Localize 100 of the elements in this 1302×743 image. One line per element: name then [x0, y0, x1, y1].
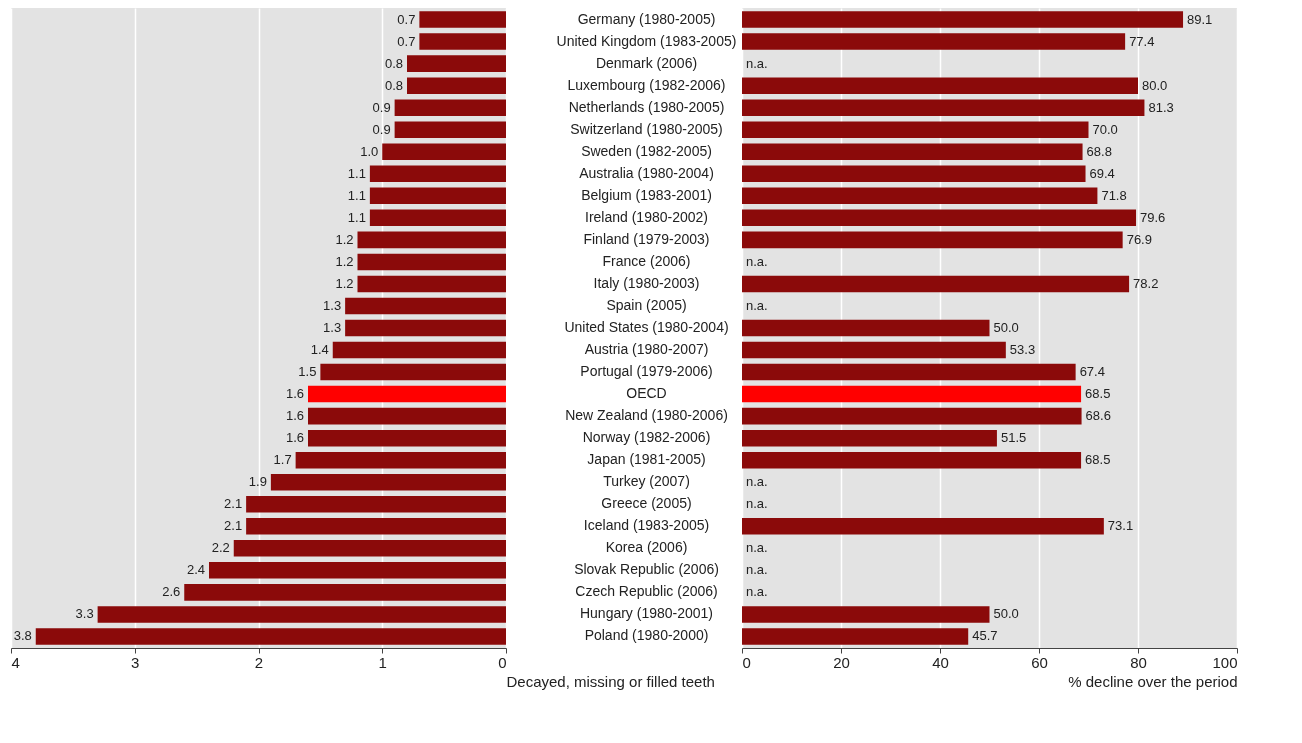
data-label: 1.4 — [310, 342, 329, 358]
y-tick-label: Germany (1980-2005) — [577, 10, 716, 27]
y-tick-label: Korea (2006) — [605, 539, 688, 556]
y-tick-label: Ireland (1980-2002) — [585, 208, 708, 225]
y-tick-label: Belgium (1983-2001) — [581, 186, 712, 203]
y-tick-label: United Kingdom (1983-2005) — [556, 32, 737, 49]
data-label: 1.2 — [335, 231, 354, 247]
bar — [295, 451, 506, 469]
bar — [332, 341, 506, 359]
bar — [357, 253, 506, 271]
bar — [407, 55, 506, 72]
data-label: 45.7 — [972, 628, 998, 644]
bar — [407, 77, 506, 94]
data-label: 50.0 — [993, 606, 1019, 622]
data-label: 79.6 — [1140, 209, 1166, 225]
data-label: 1.1 — [347, 165, 366, 181]
data-label: 78.2 — [1133, 275, 1159, 291]
data-label: 1.5 — [298, 364, 317, 380]
data-label: 71.8 — [1101, 187, 1127, 203]
data-label: 68.6 — [1085, 408, 1111, 424]
data-label: 68.8 — [1086, 143, 1112, 159]
bar — [320, 363, 506, 381]
x-tick-label: 20 — [833, 653, 850, 671]
y-tick-label: Czech Republic (2006) — [575, 583, 718, 600]
bar — [35, 628, 506, 645]
data-label: 1.6 — [285, 408, 304, 424]
data-label: 1.2 — [335, 253, 354, 269]
data-label: 89.1 — [1187, 11, 1213, 27]
y-tick-label: Australia (1980-2004) — [579, 164, 714, 181]
y-tick-label: Denmark (2006) — [595, 54, 698, 71]
x-tick-label: 0 — [742, 653, 751, 671]
bar — [419, 11, 506, 28]
data-label: 0.7 — [397, 11, 416, 27]
x-tick-label: 2 — [254, 653, 264, 671]
data-label: 2.4 — [186, 562, 205, 578]
y-tick-label: Austria (1980-2007) — [584, 341, 709, 358]
x-tick-label: 60 — [1031, 653, 1048, 671]
data-label: 1.3 — [323, 320, 342, 335]
data-label: 81.3 — [1148, 99, 1174, 115]
bar — [246, 495, 506, 513]
x-axis-title: Decayed, missing or filled teeth — [506, 672, 715, 690]
bar — [394, 99, 506, 116]
x-tick-label: 100 — [1212, 653, 1238, 671]
data-label: 69.4 — [1089, 165, 1115, 181]
x-tick-label: 40 — [932, 653, 949, 671]
bar — [369, 165, 506, 183]
data-label: 0.9 — [372, 99, 391, 115]
bar — [357, 231, 506, 249]
data-label: 76.9 — [1126, 231, 1152, 247]
y-tick-label: Switzerland (1980-2005) — [570, 120, 723, 137]
y-tick-label: Luxembourg (1982-2006) — [567, 76, 726, 93]
bar — [382, 143, 506, 161]
bar — [394, 121, 506, 138]
y-tick-label: United States (1980-2004) — [564, 319, 729, 335]
y-tick-label: Italy (1980-2003) — [593, 274, 700, 291]
y-tick-label: France (2006) — [602, 252, 691, 269]
text: n.a. — [746, 55, 768, 71]
data-label: 77.4 — [1129, 33, 1155, 49]
y-tick-label: Poland (1980-2000) — [584, 627, 709, 644]
data-label: 51.5 — [1000, 430, 1027, 446]
data-label: 1.7 — [273, 452, 292, 468]
bar — [233, 540, 506, 557]
bar — [308, 429, 506, 447]
data-label: 1.6 — [285, 430, 304, 446]
data-label: 68.5 — [1085, 386, 1111, 402]
y-tick-label: Iceland (1983-2005) — [583, 517, 710, 534]
data-label: 80.0 — [1142, 77, 1168, 93]
bar — [369, 209, 506, 227]
data-label: 0.8 — [384, 77, 403, 93]
y-tick-label: Hungary (1980-2001) — [579, 605, 714, 622]
data-label: 1.3 — [323, 297, 342, 313]
bar — [419, 33, 506, 50]
y-tick-label: Japan (1981-2005) — [587, 451, 706, 468]
data-label: 1.1 — [347, 187, 366, 203]
y-tick-label: Portugal (1979-2006) — [580, 363, 713, 380]
text: n.a. — [746, 253, 768, 269]
y-tick-label: Finland (1979-2003) — [583, 230, 710, 247]
data-label: 1.9 — [248, 474, 267, 490]
data-label: 3.8 — [13, 628, 32, 644]
x-tick-label: 3 — [131, 653, 140, 671]
bar — [246, 518, 506, 535]
data-label: 2.2 — [211, 540, 230, 556]
bar — [308, 385, 506, 403]
y-tick-label: Norway (1982-2006) — [582, 429, 711, 446]
y-tick-label: Turkey (2007) — [603, 473, 690, 490]
data-label: 1.2 — [335, 275, 354, 291]
y-tick-label: New Zealand (1980-2006) — [565, 407, 728, 424]
y-tick-label: OECD — [626, 385, 667, 402]
data-label: 0.9 — [372, 121, 391, 137]
bar — [270, 473, 506, 491]
text: n.a. — [746, 540, 768, 556]
data-label: 2.1 — [224, 518, 243, 534]
data-label: 0.8 — [384, 55, 403, 71]
text: n.a. — [746, 584, 768, 600]
data-label: 70.0 — [1092, 121, 1118, 137]
data-label: 0.7 — [397, 33, 416, 49]
x-tick-label: 80 — [1130, 653, 1147, 671]
data-label: 2.6 — [162, 584, 181, 600]
data-label: 53.3 — [1009, 342, 1036, 358]
data-label: 2.1 — [224, 496, 243, 512]
